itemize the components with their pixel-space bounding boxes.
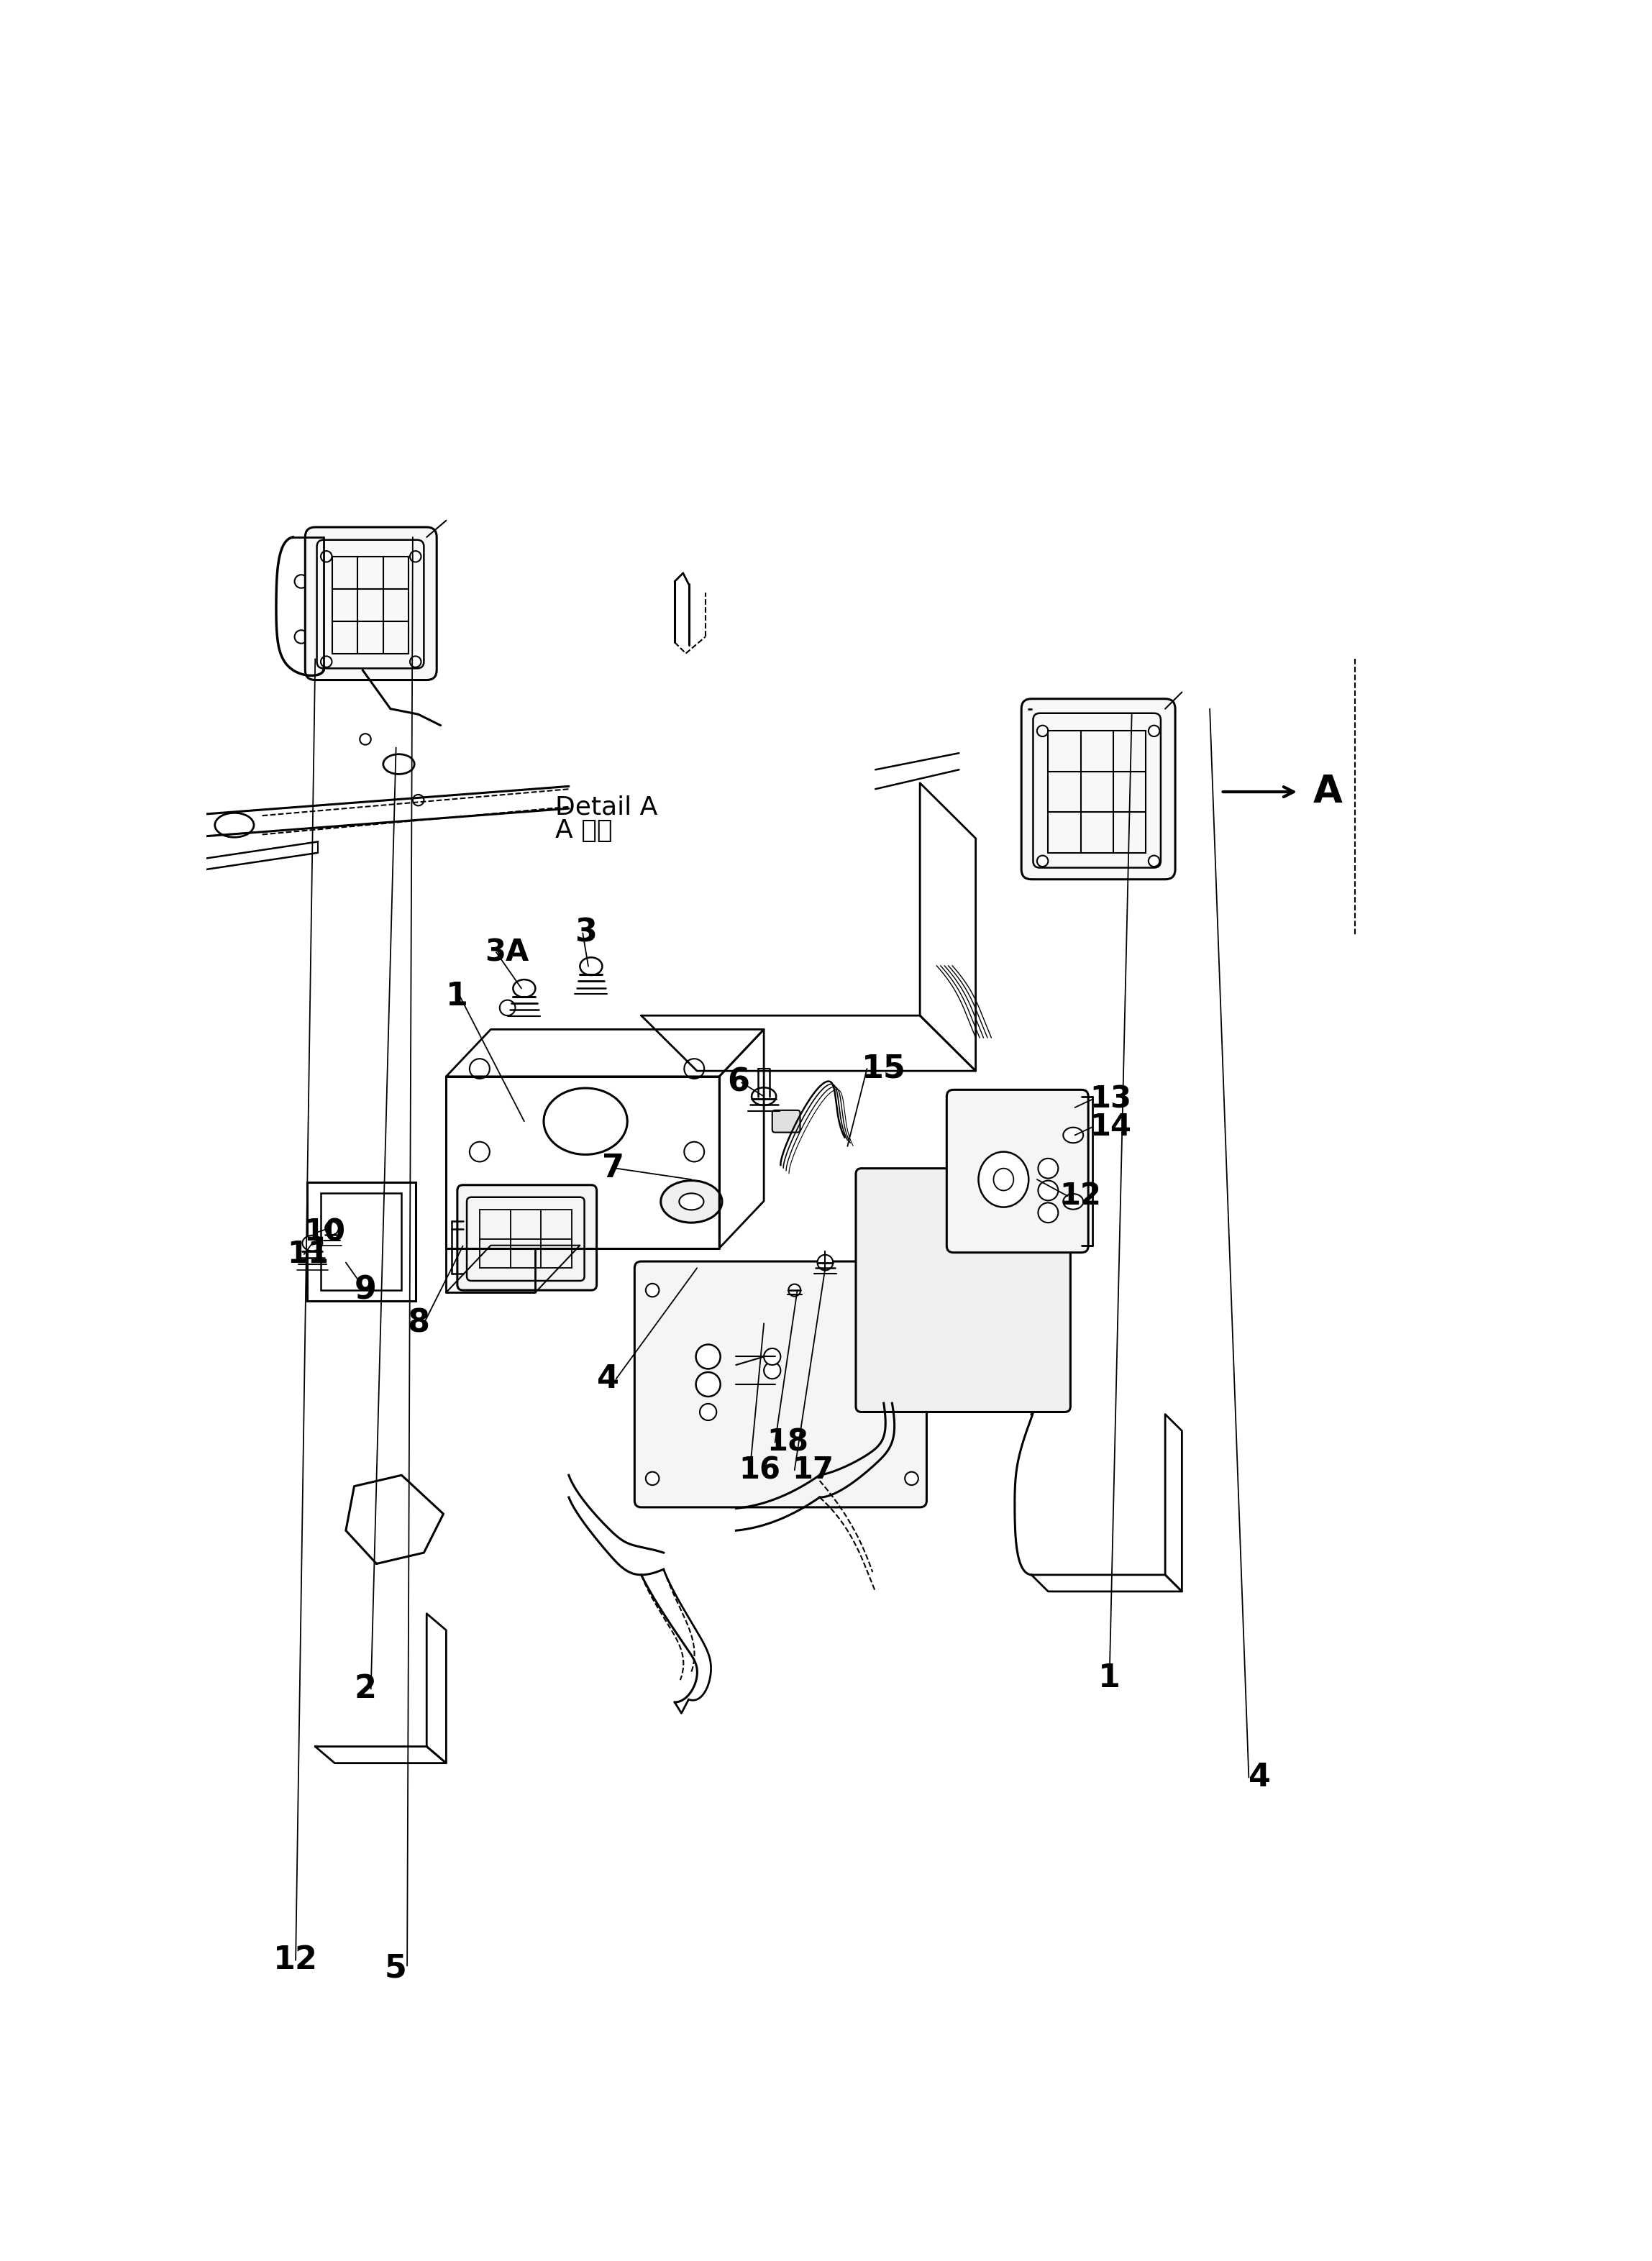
Bar (307, 1183, 416, 1302)
Ellipse shape (1037, 1203, 1059, 1223)
Ellipse shape (294, 631, 307, 644)
Ellipse shape (410, 552, 421, 563)
Text: A 詳細: A 詳細 (555, 818, 611, 843)
FancyBboxPatch shape (1021, 699, 1175, 880)
Text: 8: 8 (406, 1307, 430, 1339)
FancyBboxPatch shape (947, 1090, 1089, 1253)
Ellipse shape (469, 1142, 489, 1162)
Text: 3A: 3A (486, 938, 529, 968)
Text: 15: 15 (861, 1054, 905, 1085)
Ellipse shape (499, 999, 515, 1015)
Text: 7: 7 (603, 1153, 624, 1185)
Ellipse shape (700, 1404, 717, 1420)
Text: 2: 2 (354, 1673, 377, 1705)
Ellipse shape (661, 1180, 722, 1223)
FancyBboxPatch shape (771, 1110, 800, 1133)
Ellipse shape (978, 1151, 1029, 1207)
Text: 12: 12 (1059, 1180, 1100, 1212)
Ellipse shape (1148, 855, 1160, 866)
Text: 13: 13 (1090, 1083, 1132, 1115)
Ellipse shape (320, 552, 332, 563)
Ellipse shape (905, 1284, 919, 1298)
Ellipse shape (993, 1169, 1014, 1192)
Ellipse shape (679, 1194, 704, 1210)
Text: 1: 1 (446, 981, 469, 1013)
Ellipse shape (1148, 726, 1160, 737)
Ellipse shape (325, 1221, 339, 1235)
Ellipse shape (1037, 1180, 1059, 1201)
Ellipse shape (410, 656, 421, 667)
Text: 11: 11 (287, 1239, 329, 1268)
Ellipse shape (215, 814, 254, 837)
Ellipse shape (905, 1472, 919, 1485)
Ellipse shape (1037, 1158, 1059, 1178)
Text: 3: 3 (575, 918, 596, 950)
Text: 1: 1 (1099, 1662, 1120, 1693)
Text: 14: 14 (1090, 1112, 1132, 1142)
Text: 4: 4 (596, 1363, 620, 1395)
Bar (320, 1194, 401, 1291)
Ellipse shape (413, 794, 425, 805)
Text: 17: 17 (791, 1456, 834, 1485)
FancyBboxPatch shape (458, 1185, 596, 1291)
Text: 9: 9 (354, 1275, 377, 1305)
Ellipse shape (752, 1088, 776, 1106)
Ellipse shape (1064, 1194, 1084, 1210)
Text: 10: 10 (304, 1216, 345, 1248)
Ellipse shape (763, 1348, 781, 1366)
Ellipse shape (514, 979, 535, 997)
Ellipse shape (695, 1345, 720, 1368)
Ellipse shape (1037, 855, 1047, 866)
Ellipse shape (580, 956, 603, 974)
Ellipse shape (469, 1058, 489, 1078)
Ellipse shape (646, 1472, 659, 1485)
FancyBboxPatch shape (634, 1262, 927, 1508)
Text: Detail A: Detail A (555, 796, 657, 818)
Text: 5: 5 (385, 1954, 406, 1983)
Ellipse shape (1037, 726, 1047, 737)
Text: A: A (1313, 773, 1343, 809)
Ellipse shape (646, 1284, 659, 1298)
Ellipse shape (818, 1255, 833, 1271)
Ellipse shape (1064, 1128, 1084, 1142)
Ellipse shape (544, 1088, 628, 1155)
Text: 4: 4 (1249, 1761, 1270, 1793)
FancyBboxPatch shape (856, 1169, 1070, 1413)
Ellipse shape (788, 1284, 801, 1296)
Text: 18: 18 (767, 1427, 808, 1458)
Ellipse shape (320, 656, 332, 667)
Ellipse shape (294, 574, 307, 588)
Ellipse shape (360, 735, 372, 744)
Text: 6: 6 (727, 1067, 750, 1099)
Text: 16: 16 (738, 1456, 780, 1485)
Ellipse shape (684, 1142, 704, 1162)
Ellipse shape (302, 1235, 322, 1250)
Ellipse shape (695, 1372, 720, 1397)
Ellipse shape (684, 1058, 704, 1078)
Ellipse shape (383, 755, 415, 773)
Text: 12: 12 (273, 1944, 317, 1976)
Ellipse shape (763, 1361, 781, 1379)
FancyBboxPatch shape (306, 527, 436, 681)
